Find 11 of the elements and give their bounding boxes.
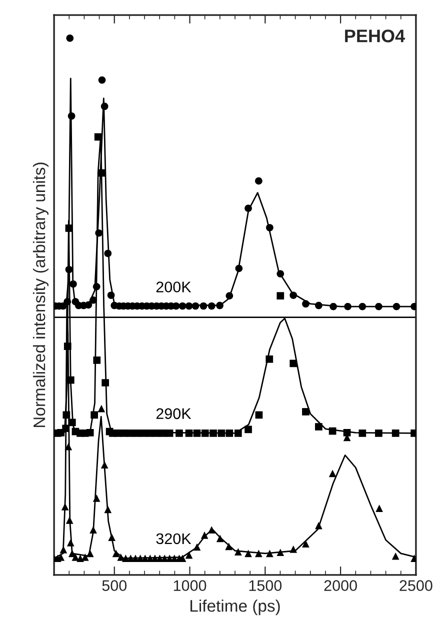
series-label: 290K <box>156 408 192 420</box>
x-axis-title: Lifetime (ps) <box>190 600 280 616</box>
x-tick-label: 500 <box>102 580 127 591</box>
annotation: PEHO4 <box>345 30 405 42</box>
x-tick-label: 2000 <box>324 580 357 591</box>
x-tick-label: 1000 <box>174 580 206 591</box>
x-tick-label: 2500 <box>400 580 432 591</box>
y-axis-title: Normalized intensity (arbitrary units) <box>32 162 49 427</box>
series-label: 320K <box>156 533 192 544</box>
series-label: 200K <box>156 282 192 292</box>
x-tick-label: 1500 <box>249 580 282 591</box>
